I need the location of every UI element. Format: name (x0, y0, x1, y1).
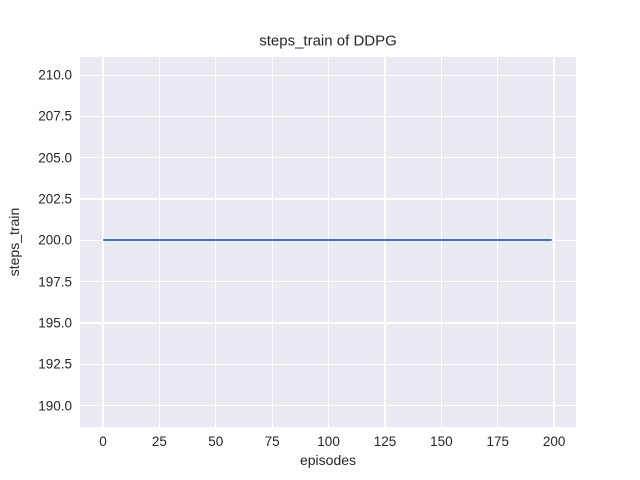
y-tick-label: 190.0 (38, 398, 72, 414)
y-tick-label: 195.0 (38, 315, 72, 331)
chart-title: steps_train of DDPG (259, 32, 397, 50)
x-tick-label: 125 (373, 434, 397, 449)
y-tick-label: 192.5 (38, 356, 72, 372)
gridline-vertical (102, 57, 104, 427)
y-axis-label: steps_train (6, 207, 22, 277)
gridline-vertical (384, 57, 386, 427)
gridline-vertical (327, 57, 330, 427)
gridline-vertical (440, 57, 442, 427)
gridline-vertical (158, 57, 161, 427)
gridline-horizontal (80, 115, 576, 118)
gridline-vertical (271, 57, 273, 427)
series-line-steps_train (103, 239, 552, 242)
gridline-horizontal (80, 198, 576, 200)
y-tick-label: 200.0 (38, 232, 72, 248)
y-tick-label: 202.5 (38, 191, 72, 207)
gridline-horizontal (80, 404, 576, 407)
gridline-vertical (497, 57, 499, 427)
gridline-horizontal (80, 157, 576, 159)
gridline-vertical (553, 57, 555, 427)
x-tick-label: 175 (486, 434, 509, 449)
x-tick-label: 50 (208, 434, 224, 449)
y-tick-label: 207.5 (38, 108, 72, 124)
gridline-horizontal (80, 281, 576, 283)
x-tick-label: 200 (542, 434, 566, 449)
x-tick-label: 75 (264, 434, 280, 449)
x-tick-label: 25 (151, 434, 167, 449)
y-tick-label: 210.0 (38, 67, 72, 83)
y-tick-label: 197.5 (38, 274, 72, 290)
gridline-vertical (215, 57, 217, 427)
x-axis-label: episodes (299, 452, 357, 468)
gridline-horizontal (80, 322, 576, 324)
x-tick-label: 0 (99, 434, 107, 449)
x-tick-label: 150 (430, 434, 453, 449)
x-tick-label: 100 (317, 434, 340, 449)
gridline-horizontal (80, 74, 576, 76)
plot-area (80, 57, 576, 427)
y-tick-label: 205.0 (38, 150, 72, 166)
gridline-horizontal (80, 363, 576, 365)
